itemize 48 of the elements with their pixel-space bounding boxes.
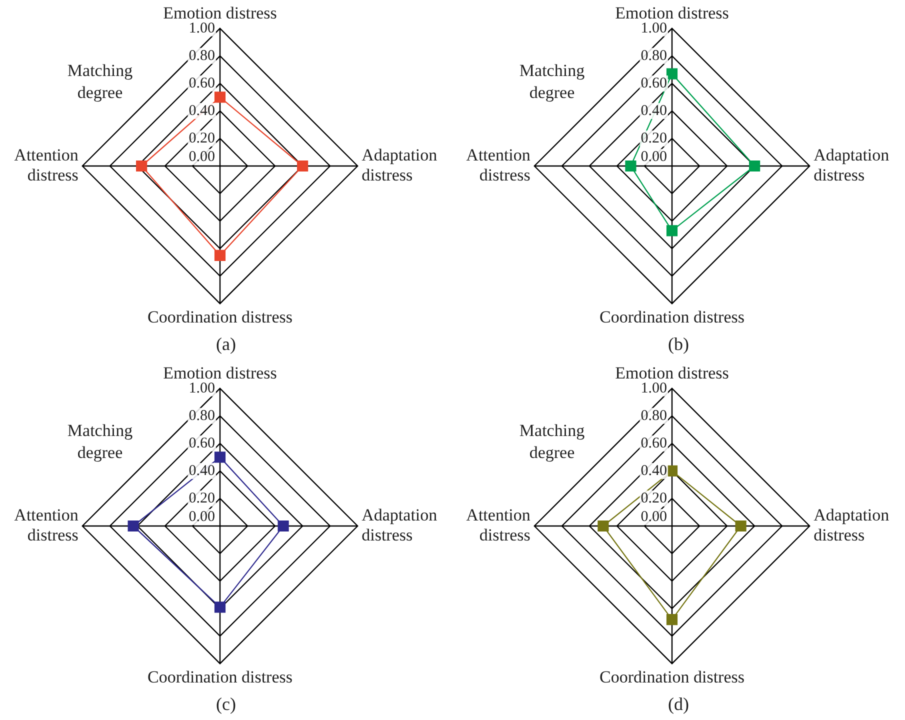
text: (a) <box>216 334 236 354</box>
text: Matching degree <box>66 60 134 104</box>
spoke-label: Coordination distress <box>600 307 744 326</box>
y-tick-label: 0.20 <box>188 130 215 146</box>
y-tick-label: 0.00 <box>188 148 215 165</box>
spoke-label: Attention distress <box>466 505 531 545</box>
spoke-label: Emotion distress <box>615 364 729 383</box>
y-tick-label: 0.20 <box>640 490 667 506</box>
y-tick-label: 1.00 <box>640 20 667 36</box>
spoke-label: Adaptation distress <box>362 505 438 545</box>
text: Matching degree <box>66 420 134 464</box>
spoke-label: Attention distress <box>14 145 79 185</box>
text: (b) <box>668 334 689 354</box>
text: (d) <box>668 694 689 714</box>
y-tick-label: 0.60 <box>188 435 215 452</box>
y-tick-label: 0.20 <box>640 130 667 146</box>
y-tick-label: 1.00 <box>640 380 667 396</box>
text: (c) <box>216 694 236 714</box>
y-tick-label: 0.20 <box>188 490 215 506</box>
spoke-label: Attention distress <box>466 145 531 185</box>
text: Matching degree <box>518 60 586 104</box>
spoke-label: Coordination distress <box>148 667 292 686</box>
y-tick-label: 0.80 <box>188 408 215 424</box>
spoke-label: Coordination distress <box>600 667 744 686</box>
spoke-label: Attention distress <box>14 505 79 545</box>
y-tick-label: 0.40 <box>188 462 215 479</box>
y-tick-label: 0.80 <box>640 408 667 424</box>
y-tick-label: 0.40 <box>640 462 667 479</box>
spoke-label: Emotion distress <box>615 4 729 23</box>
text: Matching degree <box>518 420 586 464</box>
y-tick-label: 1.00 <box>188 20 215 36</box>
y-tick-label: 1.00 <box>188 380 215 396</box>
spoke-label: Emotion distress <box>163 364 277 383</box>
y-tick-label: 0.40 <box>640 102 667 119</box>
y-tick-label: 0.00 <box>188 508 215 525</box>
y-tick-label: 0.60 <box>188 75 215 92</box>
y-tick-label: 0.60 <box>640 75 667 92</box>
y-tick-label: 0.00 <box>640 508 667 525</box>
y-tick-label: 0.60 <box>640 435 667 452</box>
spoke-label: Coordination distress <box>148 307 292 326</box>
spoke-label: Adaptation distress <box>814 505 890 545</box>
y-tick-label: 0.80 <box>188 48 215 64</box>
spoke-label: Adaptation distress <box>814 145 890 185</box>
spoke-label: Adaptation distress <box>362 145 438 185</box>
y-tick-label: 0.00 <box>640 148 667 165</box>
y-tick-label: 0.40 <box>188 102 215 119</box>
spoke-label: Emotion distress <box>163 4 277 23</box>
y-tick-label: 0.80 <box>640 48 667 64</box>
